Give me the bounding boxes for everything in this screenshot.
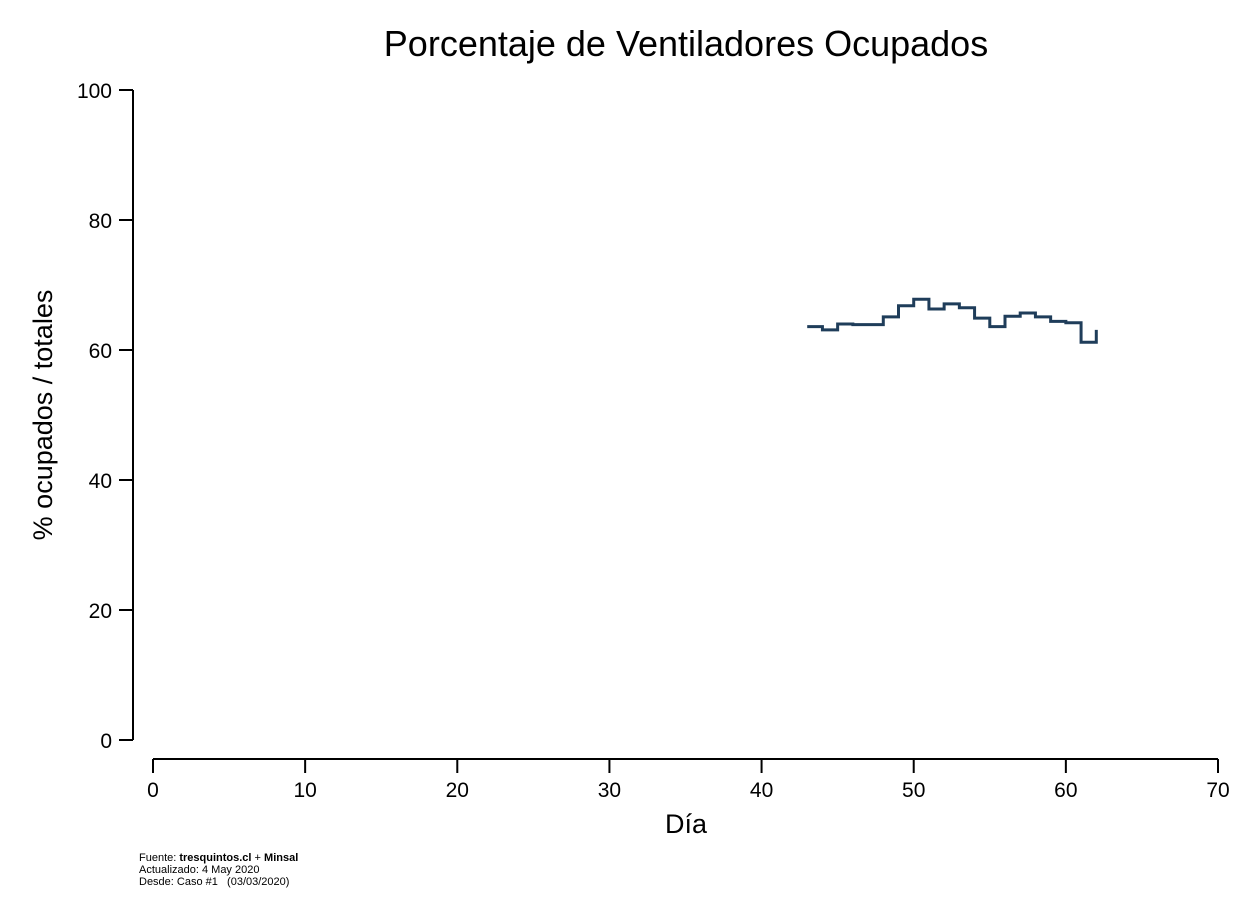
y-tick-label: 100 (77, 80, 112, 103)
y-tick-label: 0 (100, 730, 112, 753)
footnote-updated: Actualizado: 4 May 2020 (139, 864, 260, 876)
x-tick-label: 20 (446, 779, 469, 802)
x-tick-label: 40 (750, 779, 773, 802)
y-axis: 0 20 40 60 80 100 (77, 80, 134, 753)
y-tick-label: 80 (89, 210, 112, 233)
x-tick-label: 10 (293, 779, 316, 802)
y-tick-label: 20 (89, 600, 112, 623)
footnote-source-prefix: Fuente: (139, 852, 180, 864)
footnote-source: Fuente: tresquintos.cl + Minsal (139, 852, 298, 864)
x-axis: 0 10 20 30 40 50 60 70 (147, 758, 1230, 802)
series-line (807, 297, 1098, 344)
x-axis-label: Día (665, 809, 708, 839)
footnote-source-plus: + (251, 852, 265, 864)
chart-title: Porcentaje de Ventiladores Ocupados (384, 23, 988, 64)
x-tick-label: 70 (1206, 779, 1229, 802)
x-tick-label: 30 (598, 779, 621, 802)
x-tick-label: 0 (147, 779, 159, 802)
x-tick-label: 60 (1054, 779, 1077, 802)
y-tick-label: 40 (89, 470, 112, 493)
y-axis-label: % ocupados / totales (28, 290, 58, 541)
footnote-source-name-2: Minsal (264, 852, 299, 864)
footnote-since: Desde: Caso #1 (03/03/2020) (139, 876, 290, 888)
y-tick-label: 60 (89, 340, 112, 363)
footnote-source-name: tresquintos.cl (179, 852, 252, 864)
x-tick-label: 50 (902, 779, 925, 802)
footnote: Fuente: tresquintos.cl + Minsal Actualiz… (139, 852, 298, 888)
x-ticks: 0 10 20 30 40 50 60 70 (147, 759, 1230, 802)
y-ticks: 0 20 40 60 80 100 (77, 80, 133, 753)
plot-area (807, 297, 1098, 344)
